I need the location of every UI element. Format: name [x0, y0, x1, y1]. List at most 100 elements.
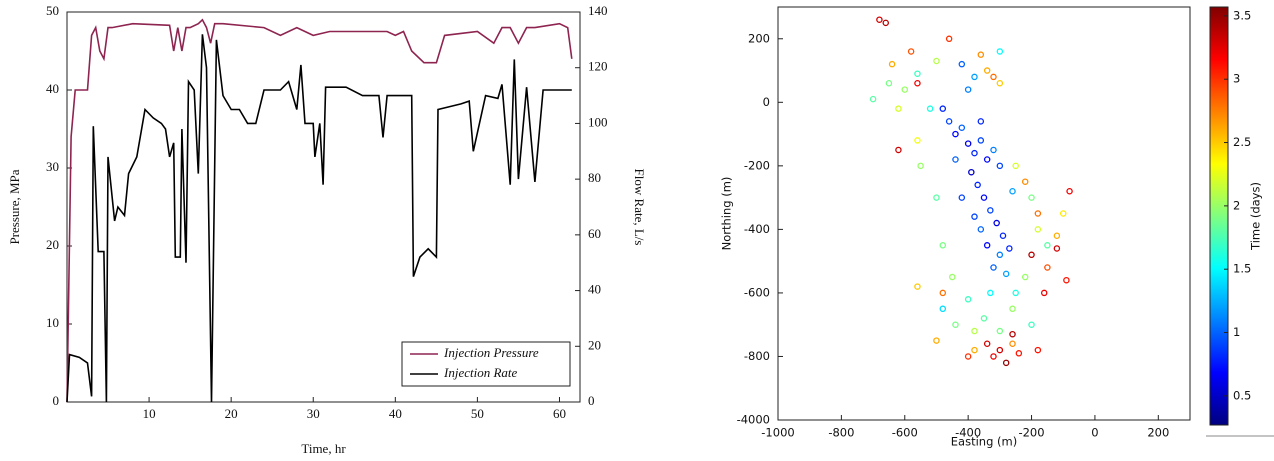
- point: [964, 353, 972, 360]
- point: [996, 346, 1004, 354]
- point: [1021, 178, 1029, 185]
- x-tick-label: -800: [828, 426, 854, 440]
- point: [1034, 210, 1042, 217]
- plot-frame: [66, 11, 581, 403]
- x-tick-label: 20: [225, 406, 238, 421]
- point: [971, 327, 978, 335]
- point: [914, 79, 921, 87]
- y-tick-label: 200: [748, 31, 770, 45]
- point: [945, 35, 953, 43]
- point: [977, 118, 985, 125]
- colorbar-tick-label: 2.5: [1233, 135, 1251, 149]
- point: [895, 146, 902, 154]
- plot-frame: [777, 6, 1191, 421]
- point: [869, 95, 877, 103]
- point: [1053, 232, 1061, 239]
- point: [1012, 289, 1019, 297]
- point: [1040, 289, 1048, 297]
- legend-label: Injection Rate: [443, 365, 518, 380]
- colorbar: [1209, 6, 1229, 426]
- y-axis-title: Pressure, MPa: [7, 169, 22, 244]
- point: [907, 48, 915, 55]
- point: [1006, 245, 1013, 252]
- y-tick-label: 10: [46, 315, 59, 330]
- y-tick-label: 40: [46, 81, 59, 96]
- point: [983, 67, 991, 74]
- point: [980, 315, 988, 322]
- point: [945, 118, 953, 125]
- y-tick-label: -800: [744, 349, 770, 363]
- colorbar-tick-label: 1.5: [1233, 262, 1251, 276]
- point: [901, 86, 909, 93]
- point: [914, 70, 921, 77]
- x-tick-label: 40: [389, 406, 402, 421]
- y2-tick-label: 20: [588, 337, 601, 352]
- x-axis-title: Time, hr: [301, 441, 346, 456]
- point: [999, 232, 1007, 239]
- colorbar-tick-label: 3: [1233, 72, 1240, 86]
- point: [1053, 245, 1061, 252]
- point: [971, 346, 978, 354]
- x-tick-label: 10: [143, 406, 156, 421]
- x-tick-label: -400: [955, 426, 981, 440]
- panel-right: -1000 -800 -600 -400 -200 0 200-4000-800-600-4…: [720, 6, 1274, 449]
- point: [980, 194, 988, 201]
- y-tick-label: 0: [53, 393, 60, 408]
- point: [1044, 264, 1051, 271]
- y2-tick-label: 60: [588, 226, 601, 241]
- point: [1021, 273, 1029, 281]
- point: [949, 273, 956, 281]
- point: [952, 130, 959, 138]
- point: [888, 60, 896, 68]
- point: [990, 353, 997, 360]
- point: [958, 124, 966, 131]
- point: [971, 213, 978, 220]
- point: [1034, 346, 1042, 354]
- point: [971, 149, 978, 157]
- point: [1015, 350, 1023, 357]
- point: [914, 137, 921, 144]
- x-tick-label: -1000: [761, 426, 794, 440]
- x-tick-label: 0: [1091, 426, 1098, 440]
- point: [964, 296, 972, 303]
- y-tick-label: 20: [46, 237, 59, 252]
- colorbar-tick-label: 2: [1233, 198, 1240, 212]
- point: [1028, 321, 1035, 328]
- point: [1034, 226, 1042, 233]
- point: [926, 105, 934, 112]
- point: [876, 16, 883, 23]
- colorbar-tick-label: 3.5: [1233, 8, 1251, 22]
- point: [996, 162, 1004, 170]
- point: [1063, 276, 1070, 284]
- point: [958, 60, 966, 68]
- point: [917, 162, 924, 170]
- point: [964, 86, 972, 93]
- point: [996, 79, 1004, 87]
- point: [885, 79, 893, 87]
- y-tick-label: 50: [46, 3, 59, 18]
- y-tick-label: -4000: [737, 413, 770, 427]
- colorbar-title: Time (days): [1249, 182, 1263, 251]
- point: [977, 137, 985, 144]
- point: [939, 289, 947, 297]
- x-tick-label: -600: [892, 426, 918, 440]
- point: [882, 19, 890, 27]
- x-tick-label: 200: [1147, 426, 1169, 440]
- point: [1002, 270, 1010, 278]
- y2-tick-label: 100: [588, 114, 608, 129]
- point: [974, 181, 981, 189]
- y-tick-label: -200: [744, 158, 770, 172]
- point: [971, 73, 978, 81]
- y2-tick-label: 40: [588, 282, 601, 297]
- series-line: [66, 18, 573, 403]
- point: [933, 194, 940, 201]
- point: [939, 305, 947, 313]
- point: [1028, 194, 1035, 201]
- series-line: [66, 34, 572, 403]
- point: [968, 168, 975, 176]
- point: [983, 340, 991, 348]
- y-tick-label: -400: [744, 222, 770, 236]
- point: [952, 156, 959, 163]
- y2-tick-label: 140: [588, 3, 608, 18]
